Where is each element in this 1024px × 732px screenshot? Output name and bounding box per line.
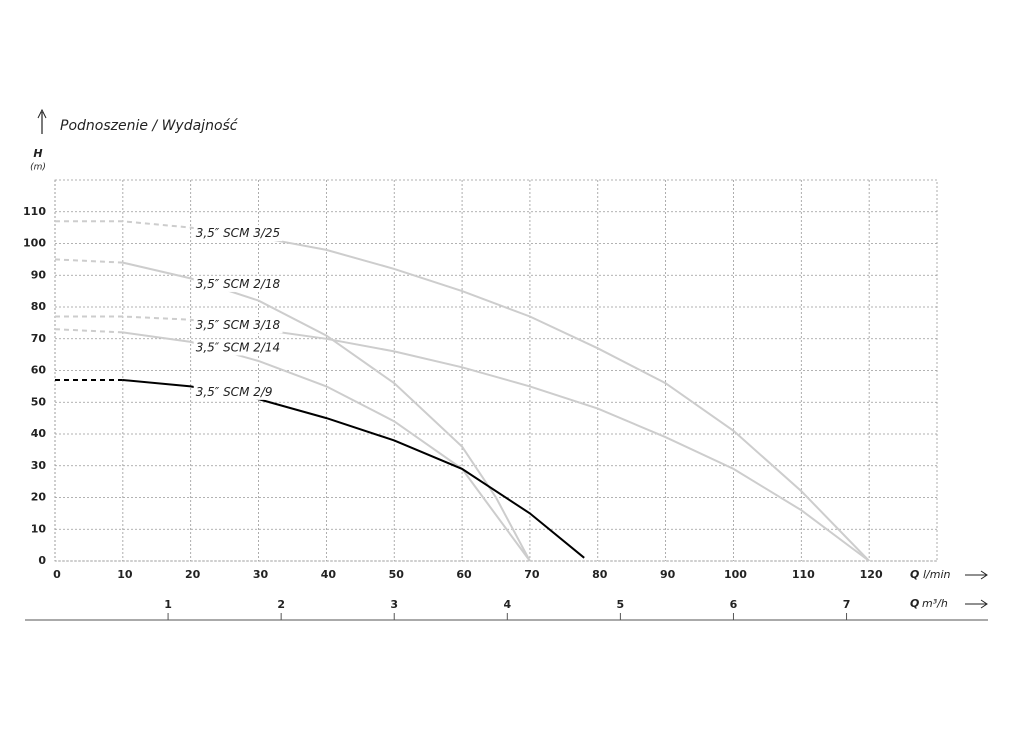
curve — [190, 226, 870, 562]
curve-dashed — [54, 258, 123, 264]
x-tick-label: 70 — [524, 568, 540, 581]
series-label-bg — [193, 339, 283, 356]
curve-dashed — [55, 315, 191, 321]
x-tick-label: 0 — [53, 568, 61, 581]
x-unit: l/min — [923, 568, 951, 581]
curve-dashed — [54, 328, 123, 334]
series-label-bg — [193, 317, 283, 334]
y-label: H — [33, 147, 42, 160]
series-label-bg — [193, 225, 283, 242]
x-tick-label: 120 — [860, 568, 883, 581]
chart-title: Podnoszenie / Wydajność — [60, 118, 239, 134]
x2-tick-label: 1 — [164, 598, 172, 611]
series-label-bg — [193, 275, 283, 292]
y-tick-label: 60 — [31, 364, 47, 377]
y-tick-label: 40 — [31, 427, 47, 440]
x-tick-label: 50 — [389, 568, 405, 581]
series-label: 3,5″ SCM 3/18 — [196, 318, 281, 332]
x-tick-label: 20 — [185, 568, 201, 581]
x2-unit: m³/h — [922, 597, 948, 610]
series-label: 3,5″ SCM 3/25 — [196, 226, 281, 240]
x2-arrow — [965, 599, 988, 609]
x2-tick-label: 6 — [730, 598, 738, 611]
x2-tick-label: 2 — [277, 598, 285, 611]
y-tick-label: 110 — [23, 205, 46, 218]
x2-tick-label: 3 — [390, 598, 398, 611]
series-label: 3,5″ SCM 2/9 — [196, 385, 273, 399]
x-label: Q — [910, 568, 919, 581]
x2-tick-label: 5 — [617, 598, 625, 611]
y-tick-label: 80 — [31, 300, 47, 313]
curve — [190, 318, 870, 562]
x-tick-label: 10 — [117, 568, 133, 581]
x2-tick-label: 7 — [843, 598, 851, 611]
y-arrow-head — [37, 108, 47, 119]
x-tick-label: 100 — [724, 568, 747, 581]
y-tick-label: 100 — [23, 237, 46, 250]
x-arrow — [965, 570, 988, 580]
y-tick-label: 30 — [31, 459, 47, 472]
x-tick-label: 40 — [321, 568, 337, 581]
x2-label: Q — [910, 597, 919, 610]
y-tick-label: 0 — [38, 554, 46, 567]
x-tick-label: 60 — [456, 568, 472, 581]
series-label-bg — [193, 383, 275, 400]
curve-dashed — [55, 220, 191, 229]
y-tick-label: 20 — [31, 491, 47, 504]
curve — [122, 331, 531, 562]
x-tick-label: 90 — [660, 568, 676, 581]
x-tick-label: 110 — [792, 568, 815, 581]
y-tick-label: 50 — [31, 395, 47, 408]
x-tick-label: 80 — [592, 568, 608, 581]
y-unit: (m) — [30, 163, 46, 173]
x-tick-label: 30 — [253, 568, 269, 581]
x2-tick-label: 4 — [503, 598, 511, 611]
series-label: 3,5″ SCM 2/18 — [196, 277, 281, 291]
series-label: 3,5″ SCM 2/14 — [196, 340, 281, 354]
y-tick-label: 10 — [31, 522, 47, 535]
y-tick-label: 90 — [31, 268, 47, 281]
y-tick-label: 70 — [31, 332, 47, 345]
